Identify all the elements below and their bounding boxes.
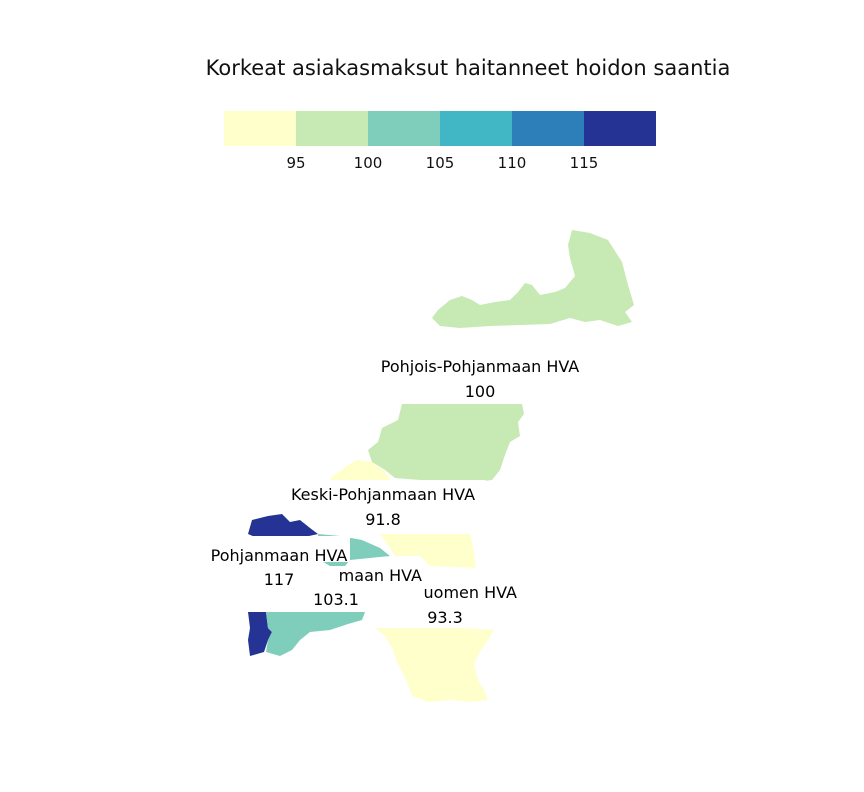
legend-tick-95: 95 bbox=[286, 154, 306, 172]
label-keski-pohjanmaa-name: Keski-Pohjanmaan HVA bbox=[291, 485, 475, 504]
region-pohjois-pohjanmaa-south[interactable] bbox=[368, 404, 524, 482]
region-lansi-suomen-south[interactable] bbox=[375, 628, 494, 702]
region-pohjois-pohjanmaa[interactable] bbox=[432, 230, 634, 328]
legend-swatch-1 bbox=[224, 111, 296, 146]
legend-swatch-6 bbox=[584, 111, 656, 146]
label-etela-pohjanmaa-name: maan HVA bbox=[339, 566, 422, 585]
region-lansi-suomen-north[interactable] bbox=[380, 534, 476, 568]
legend-tick-100: 100 bbox=[353, 154, 383, 172]
label-pohjanmaa-value: 117 bbox=[264, 570, 295, 589]
label-pohjois-pohjanmaa-value: 100 bbox=[465, 382, 496, 401]
legend-swatch-2 bbox=[296, 111, 368, 146]
legend-tick-105: 105 bbox=[425, 154, 455, 172]
region-pohjanmaa-north[interactable] bbox=[248, 514, 318, 540]
color-legend: 95 100 105 110 115 bbox=[224, 111, 656, 172]
legend-tick-115: 115 bbox=[569, 154, 599, 172]
label-pohjanmaa-name: Pohjanmaan HVA bbox=[211, 546, 348, 565]
legend-swatch-4 bbox=[440, 111, 512, 146]
label-bg-pohjanmaa bbox=[210, 536, 350, 562]
label-lansi-suomen-value: 93.3 bbox=[427, 608, 463, 627]
label-keski-pohjanmaa-value: 91.8 bbox=[365, 510, 401, 529]
label-lansi-suomen-name: uomen HVA bbox=[424, 583, 518, 602]
label-etela-pohjanmaa-value: 103.1 bbox=[313, 590, 359, 609]
legend-tick-110: 110 bbox=[497, 154, 527, 172]
region-pohjanmaa-south[interactable] bbox=[248, 612, 272, 656]
legend-swatch-5 bbox=[512, 111, 584, 146]
region-etela-pohjanmaa-south[interactable] bbox=[266, 612, 365, 656]
label-pohjois-pohjanmaa-name: Pohjois-Pohjanmaan HVA bbox=[381, 357, 580, 376]
legend-swatch-3 bbox=[368, 111, 440, 146]
label-bg-keski-pohjanmaa bbox=[286, 480, 486, 506]
map-title: Korkeat asiakasmaksut haitanneet hoidon … bbox=[205, 56, 731, 80]
